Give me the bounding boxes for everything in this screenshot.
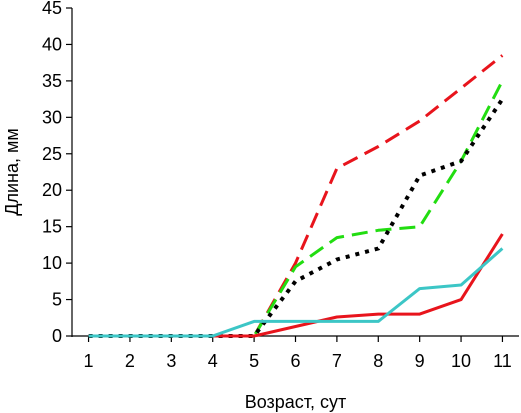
y-tick-label: 10 — [42, 253, 62, 273]
y-tick-label: 35 — [42, 71, 62, 91]
x-tick-label: 7 — [332, 351, 342, 371]
x-tick-label: 10 — [451, 351, 471, 371]
y-tick-label: 45 — [42, 0, 62, 18]
y-tick-label: 30 — [42, 107, 62, 127]
x-tick-label: 8 — [373, 351, 383, 371]
y-tick-label: 40 — [42, 34, 62, 54]
x-tick-label: 4 — [208, 351, 218, 371]
x-tick-label: 3 — [166, 351, 176, 371]
y-tick-label: 0 — [52, 326, 62, 346]
x-tick-label: 6 — [290, 351, 300, 371]
y-tick-label: 20 — [42, 180, 62, 200]
x-tick-label: 2 — [125, 351, 135, 371]
x-tick-label: 9 — [415, 351, 425, 371]
series-line-2 — [88, 80, 504, 338]
y-tick-label: 5 — [52, 290, 62, 310]
x-axis-title: Возраст, сут — [245, 392, 347, 412]
y-tick-label: 15 — [42, 217, 62, 237]
series-group — [88, 54, 505, 338]
x-tick-label: 1 — [84, 351, 94, 371]
y-axis-title: Длина, мм — [2, 128, 22, 215]
series-line-3 — [88, 97, 505, 338]
x-tick-label: 11 — [493, 351, 512, 371]
series-line-5 — [88, 247, 504, 338]
y-tick-label: 25 — [42, 144, 62, 164]
series-line-1 — [88, 54, 504, 338]
x-tick-label: 5 — [249, 351, 259, 371]
